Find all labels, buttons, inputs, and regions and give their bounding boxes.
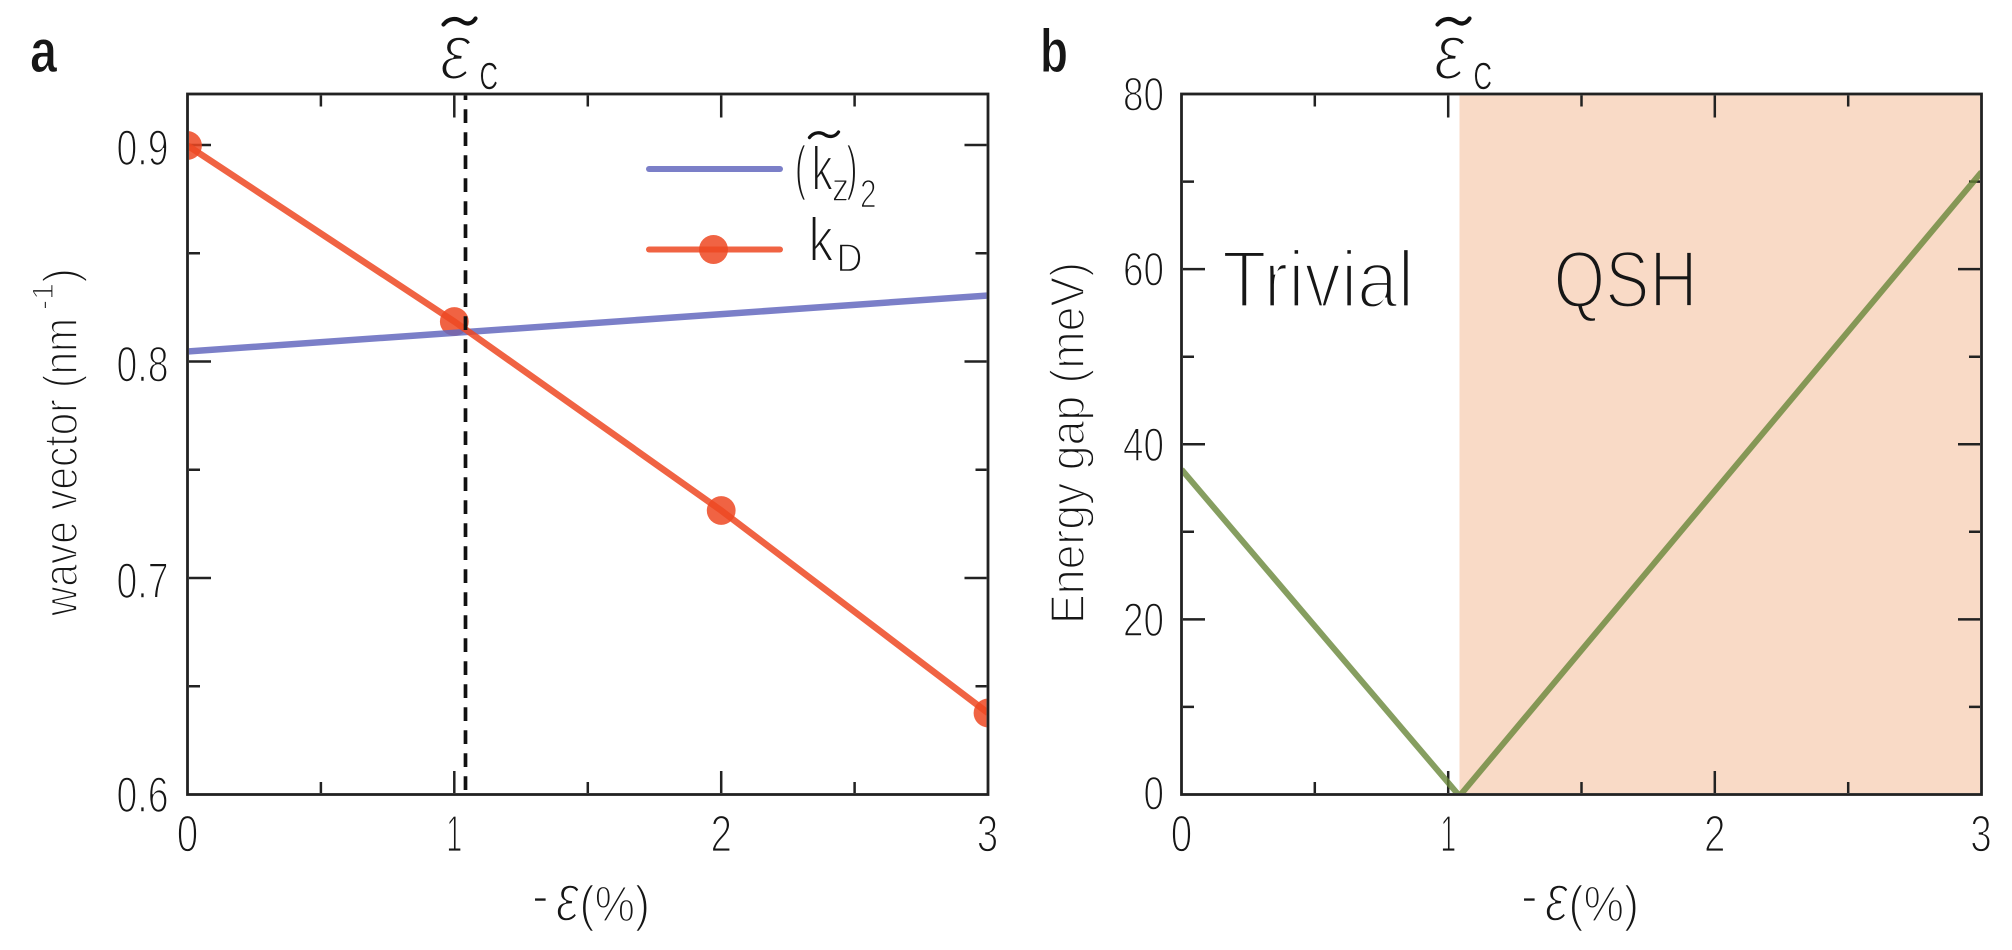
svg-text:0: 0 <box>177 806 199 864</box>
svg-text:0.9: 0.9 <box>117 120 169 176</box>
svg-text:ε: ε <box>556 860 580 936</box>
svg-text:1: 1 <box>1440 806 1456 864</box>
svg-text:2: 2 <box>1704 806 1726 864</box>
svg-text:1: 1 <box>446 806 462 864</box>
svg-text:Energy gap (meV): Energy gap (meV) <box>1042 262 1095 624</box>
svg-text:60: 60 <box>1123 243 1164 296</box>
svg-text:k: k <box>812 135 834 204</box>
svg-text:z: z <box>832 166 849 210</box>
svg-text:0: 0 <box>1144 767 1165 820</box>
svg-text:40: 40 <box>1123 418 1164 471</box>
svg-text:ε: ε <box>440 7 473 96</box>
svg-text:-1: -1 <box>27 283 60 310</box>
svg-text:ε: ε <box>1545 860 1569 936</box>
svg-text:3: 3 <box>1970 806 1992 864</box>
svg-text:-: - <box>1521 868 1538 924</box>
svg-text:(: ( <box>795 134 806 201</box>
svg-text:3: 3 <box>977 806 999 864</box>
svg-text:C: C <box>480 56 499 98</box>
svg-text:D: D <box>837 237 863 281</box>
svg-text:0.8: 0.8 <box>117 337 169 393</box>
svg-text:C: C <box>1474 56 1493 98</box>
svg-text:b: b <box>1040 17 1068 85</box>
svg-text:(%): (%) <box>580 876 651 932</box>
svg-text:80: 80 <box>1123 68 1164 121</box>
svg-text:2: 2 <box>710 806 732 864</box>
svg-text:0.7: 0.7 <box>117 553 169 609</box>
svg-text:): ) <box>35 268 88 283</box>
svg-text:20: 20 <box>1123 593 1164 646</box>
svg-text:k: k <box>809 206 835 275</box>
svg-text:QSH: QSH <box>1554 235 1698 325</box>
svg-text:a: a <box>30 17 58 85</box>
svg-text:0.6: 0.6 <box>117 767 169 823</box>
svg-text:Trivial: Trivial <box>1222 235 1414 325</box>
svg-text:-: - <box>532 868 549 924</box>
svg-text:(%): (%) <box>1569 876 1640 932</box>
svg-text:wave vector (nm: wave vector (nm <box>35 318 88 617</box>
svg-text:ε: ε <box>1434 7 1467 96</box>
svg-text:2: 2 <box>860 173 877 217</box>
svg-text:0: 0 <box>1171 806 1193 864</box>
svg-text:): ) <box>847 134 858 201</box>
